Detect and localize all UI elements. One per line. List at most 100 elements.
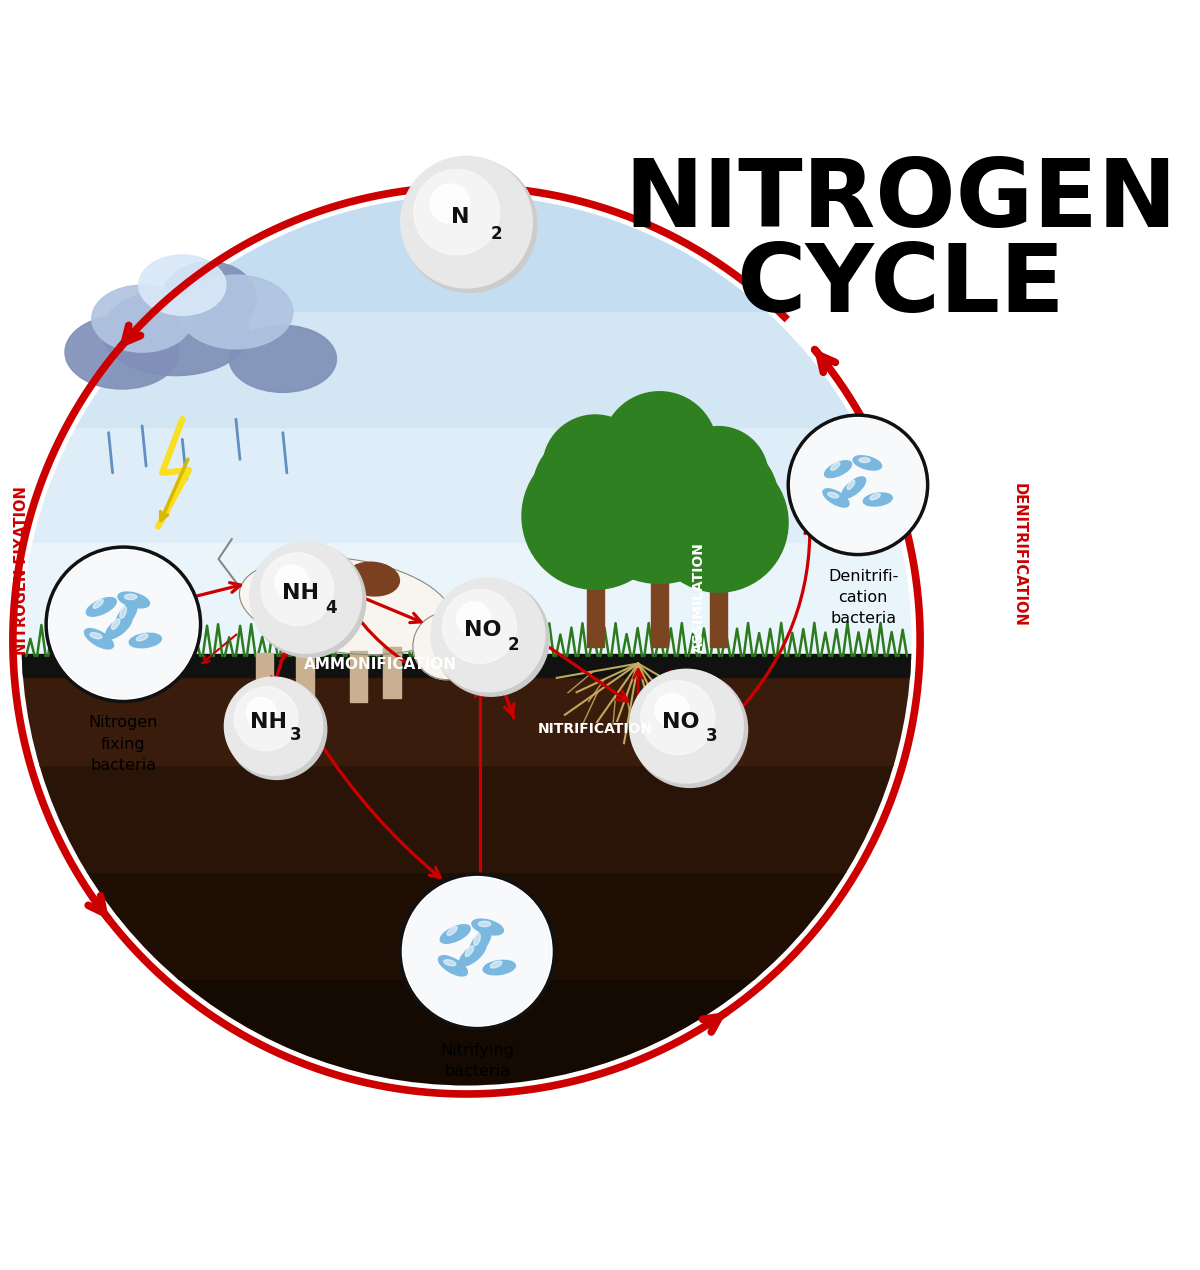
- Bar: [11, 871, 923, 979]
- Bar: [710, 556, 727, 648]
- Ellipse shape: [440, 925, 470, 944]
- Ellipse shape: [847, 480, 854, 489]
- Circle shape: [655, 693, 689, 728]
- Bar: [587, 551, 604, 648]
- Text: bacteria: bacteria: [830, 611, 896, 626]
- Circle shape: [246, 697, 276, 728]
- Ellipse shape: [823, 489, 850, 507]
- Text: 2: 2: [491, 225, 502, 243]
- Circle shape: [400, 874, 554, 1029]
- Text: NH: NH: [250, 712, 287, 733]
- Circle shape: [631, 672, 748, 787]
- Circle shape: [602, 391, 718, 507]
- Ellipse shape: [479, 921, 491, 927]
- Ellipse shape: [842, 478, 865, 498]
- Circle shape: [788, 415, 928, 555]
- Bar: [11, 196, 923, 311]
- Text: NO: NO: [662, 711, 700, 732]
- Circle shape: [22, 196, 912, 1086]
- Ellipse shape: [179, 276, 293, 349]
- Text: NITROGEN FIXATION: NITROGEN FIXATION: [14, 486, 29, 655]
- Circle shape: [403, 159, 536, 292]
- Circle shape: [443, 589, 516, 663]
- Bar: [383, 648, 401, 699]
- Text: bacteria: bacteria: [90, 758, 156, 773]
- Circle shape: [250, 542, 361, 653]
- Ellipse shape: [120, 607, 126, 618]
- Text: DENITRIFICATION: DENITRIFICATION: [1012, 483, 1026, 626]
- Ellipse shape: [125, 594, 137, 599]
- Text: ASSIMILATION: ASSIMILATION: [692, 542, 707, 653]
- Circle shape: [433, 580, 550, 696]
- Circle shape: [252, 544, 366, 658]
- Circle shape: [431, 184, 469, 224]
- Ellipse shape: [137, 634, 148, 641]
- Ellipse shape: [316, 607, 349, 631]
- Ellipse shape: [92, 286, 192, 352]
- Text: Denitrifi-: Denitrifi-: [828, 569, 899, 583]
- Text: Nitrogen: Nitrogen: [89, 715, 158, 730]
- Bar: [11, 542, 923, 658]
- Circle shape: [431, 578, 545, 692]
- Circle shape: [457, 602, 491, 636]
- Circle shape: [641, 681, 715, 754]
- Circle shape: [414, 169, 499, 255]
- Circle shape: [262, 552, 334, 625]
- Circle shape: [533, 429, 658, 555]
- Ellipse shape: [824, 461, 852, 478]
- Ellipse shape: [424, 610, 443, 621]
- Ellipse shape: [94, 599, 103, 608]
- Ellipse shape: [484, 960, 515, 975]
- Text: NITRIFICATION: NITRIFICATION: [538, 723, 653, 737]
- Bar: [256, 653, 274, 704]
- Circle shape: [590, 408, 728, 545]
- Text: cation: cation: [839, 591, 888, 605]
- Ellipse shape: [346, 563, 400, 596]
- Circle shape: [224, 677, 323, 775]
- Text: NITROGEN: NITROGEN: [624, 155, 1177, 246]
- Circle shape: [234, 687, 298, 751]
- Ellipse shape: [229, 325, 336, 392]
- Ellipse shape: [106, 616, 132, 639]
- Ellipse shape: [469, 928, 491, 956]
- Bar: [350, 650, 367, 701]
- Ellipse shape: [118, 592, 150, 608]
- Ellipse shape: [859, 457, 870, 462]
- Ellipse shape: [870, 494, 881, 500]
- Ellipse shape: [240, 558, 452, 654]
- Circle shape: [580, 423, 740, 583]
- Ellipse shape: [458, 658, 482, 674]
- Bar: [296, 653, 313, 704]
- Circle shape: [792, 419, 924, 551]
- Circle shape: [413, 612, 480, 679]
- Ellipse shape: [139, 255, 226, 315]
- Ellipse shape: [466, 946, 474, 956]
- Circle shape: [630, 669, 743, 784]
- Circle shape: [227, 679, 326, 780]
- Ellipse shape: [460, 942, 486, 966]
- Ellipse shape: [853, 456, 882, 470]
- Bar: [11, 979, 923, 1086]
- Bar: [11, 658, 923, 765]
- Bar: [650, 541, 668, 648]
- Ellipse shape: [90, 632, 102, 639]
- Ellipse shape: [84, 629, 114, 649]
- Circle shape: [649, 453, 788, 592]
- Ellipse shape: [130, 634, 162, 648]
- Text: NH: NH: [282, 583, 318, 603]
- Ellipse shape: [115, 602, 137, 630]
- Circle shape: [50, 551, 197, 697]
- Ellipse shape: [112, 618, 120, 630]
- Circle shape: [46, 547, 200, 701]
- Text: 3: 3: [706, 728, 718, 745]
- Text: AMMONIFICATION: AMMONIFICATION: [305, 657, 457, 672]
- Text: CYCLE: CYCLE: [737, 240, 1066, 333]
- Ellipse shape: [65, 315, 179, 389]
- Circle shape: [522, 443, 668, 589]
- Circle shape: [404, 878, 551, 1025]
- Text: bacteria: bacteria: [444, 1064, 510, 1080]
- Text: fixing: fixing: [101, 737, 145, 752]
- Text: Nitrifying: Nitrifying: [440, 1043, 515, 1058]
- Text: NO: NO: [463, 621, 502, 640]
- Text: 3: 3: [289, 726, 301, 744]
